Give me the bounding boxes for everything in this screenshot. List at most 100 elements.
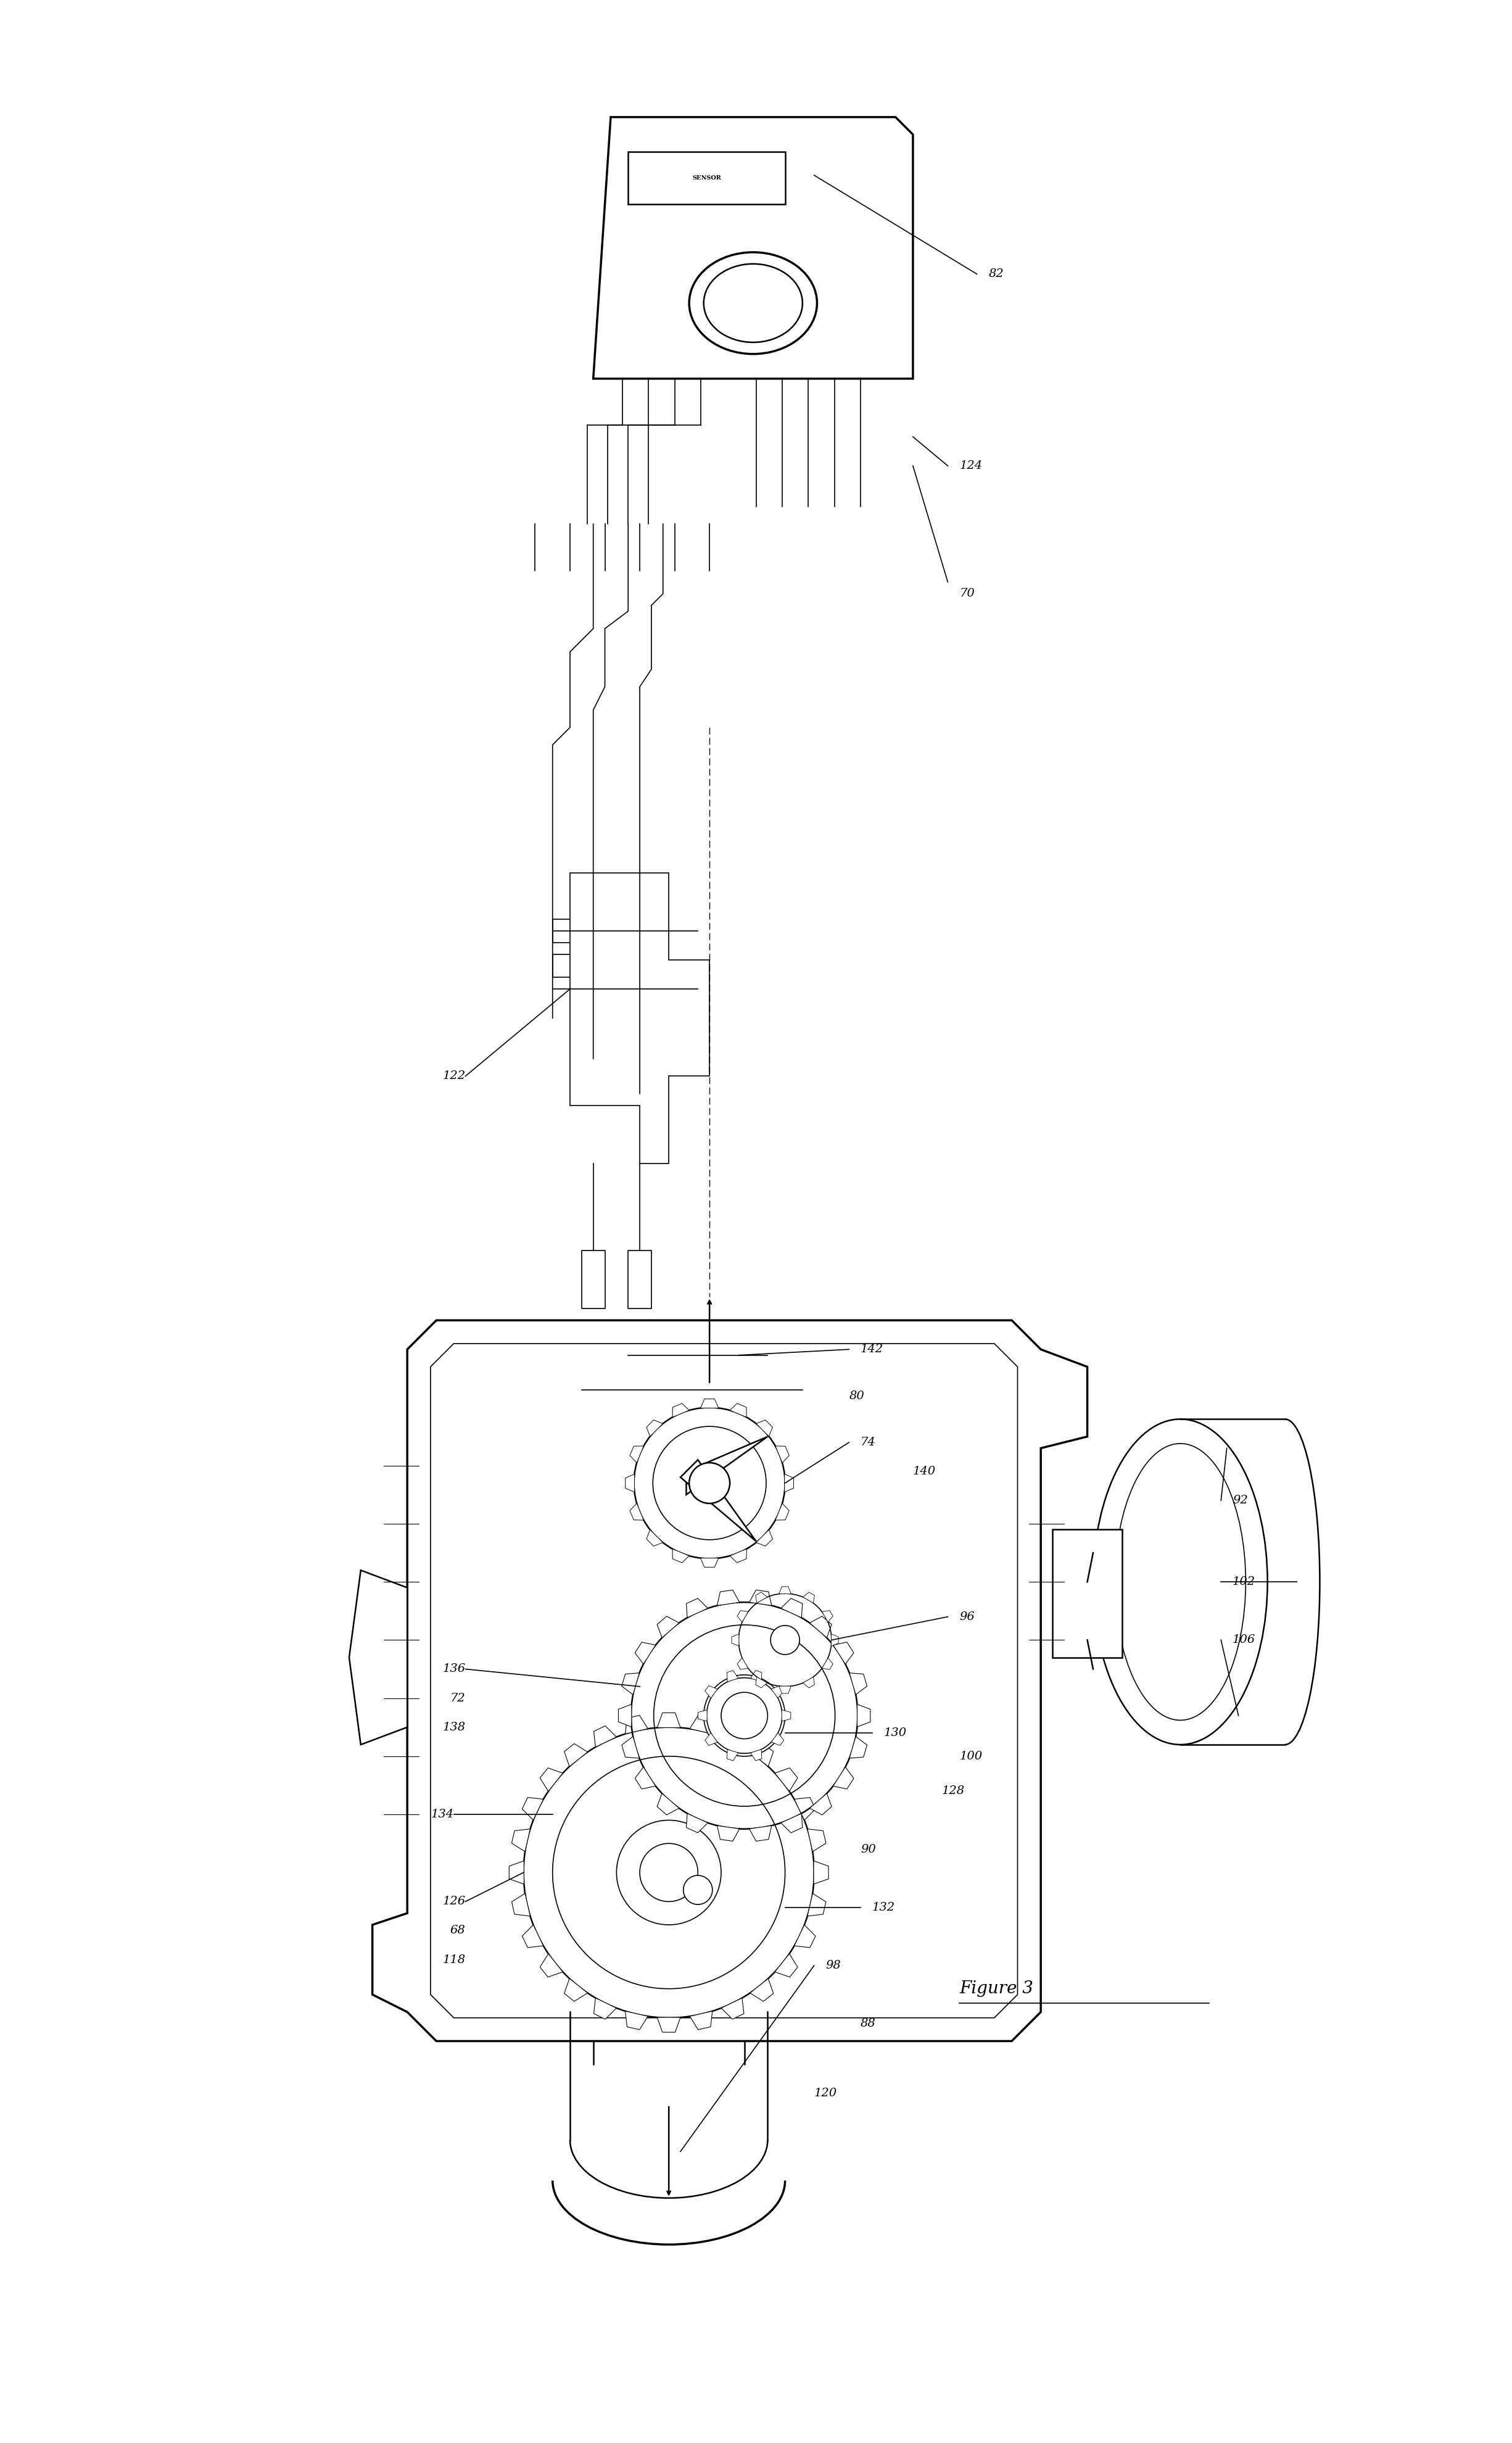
Polygon shape — [750, 1744, 774, 1766]
Polygon shape — [857, 1705, 871, 1727]
Polygon shape — [774, 1954, 798, 1976]
Text: 128: 128 — [942, 1786, 965, 1796]
Polygon shape — [750, 1979, 774, 2001]
Text: 120: 120 — [813, 2089, 838, 2099]
Text: 122: 122 — [443, 1070, 466, 1082]
Text: 126: 126 — [443, 1896, 466, 1908]
Bar — [1052, 1529, 1122, 1656]
Text: 130: 130 — [885, 1727, 907, 1739]
Text: 102: 102 — [1232, 1576, 1255, 1588]
Polygon shape — [522, 1925, 543, 1947]
Polygon shape — [776, 1446, 789, 1463]
Polygon shape — [635, 1766, 656, 1788]
Polygon shape — [618, 1705, 632, 1727]
Polygon shape — [631, 1446, 644, 1463]
Polygon shape — [823, 1610, 833, 1622]
Polygon shape — [705, 1732, 718, 1744]
Polygon shape — [809, 1617, 832, 1637]
Polygon shape — [570, 872, 709, 1163]
Circle shape — [721, 1693, 768, 1739]
Polygon shape — [779, 1586, 791, 1593]
Polygon shape — [850, 1673, 866, 1695]
Polygon shape — [658, 2018, 680, 2033]
Polygon shape — [750, 1590, 771, 1605]
Polygon shape — [738, 1610, 748, 1622]
Polygon shape — [785, 1473, 794, 1493]
Text: Figure 3: Figure 3 — [960, 1981, 1033, 1996]
Polygon shape — [721, 1998, 744, 2020]
Ellipse shape — [1093, 1419, 1267, 1744]
Circle shape — [703, 1676, 785, 1757]
Polygon shape — [686, 1813, 708, 1832]
Polygon shape — [647, 1419, 662, 1436]
Polygon shape — [776, 1502, 789, 1520]
Bar — [582, 977, 627, 1002]
Polygon shape — [689, 2011, 712, 2030]
Polygon shape — [756, 1529, 773, 1546]
Text: 132: 132 — [872, 1901, 895, 1913]
Polygon shape — [564, 1979, 588, 2001]
Polygon shape — [730, 1549, 747, 1564]
Polygon shape — [673, 1549, 689, 1564]
Text: 124: 124 — [960, 459, 983, 471]
Polygon shape — [774, 1769, 798, 1791]
Polygon shape — [813, 1862, 829, 1884]
Polygon shape — [727, 1671, 738, 1681]
Text: 88: 88 — [860, 2018, 875, 2030]
Polygon shape — [727, 1749, 738, 1761]
Polygon shape — [779, 1686, 791, 1693]
Polygon shape — [780, 1813, 803, 1832]
Polygon shape — [593, 117, 913, 379]
Polygon shape — [647, 1529, 662, 1546]
Polygon shape — [780, 1598, 803, 1617]
Polygon shape — [658, 1793, 679, 1815]
Polygon shape — [540, 1769, 562, 1791]
Text: 142: 142 — [860, 1344, 883, 1356]
Polygon shape — [700, 1559, 718, 1568]
Polygon shape — [511, 1830, 531, 1852]
Polygon shape — [699, 1710, 708, 1722]
Polygon shape — [809, 1793, 832, 1815]
Circle shape — [771, 1625, 800, 1654]
Polygon shape — [372, 1319, 1087, 2040]
Polygon shape — [686, 1436, 768, 1495]
Polygon shape — [689, 1715, 712, 1735]
Polygon shape — [750, 1749, 762, 1761]
Polygon shape — [803, 1676, 815, 1688]
Text: 136: 136 — [443, 1664, 466, 1673]
Text: 138: 138 — [443, 1722, 466, 1732]
Polygon shape — [756, 1676, 767, 1688]
Polygon shape — [510, 1862, 525, 1884]
Polygon shape — [705, 1686, 718, 1698]
Polygon shape — [832, 1634, 839, 1647]
Polygon shape — [594, 1725, 617, 1747]
Bar — [627, 151, 785, 205]
Polygon shape — [756, 1419, 773, 1436]
Text: 96: 96 — [960, 1612, 975, 1622]
Polygon shape — [803, 1593, 815, 1603]
Bar — [552, 955, 599, 977]
Polygon shape — [686, 1598, 708, 1617]
Polygon shape — [349, 1571, 407, 1744]
Polygon shape — [750, 1671, 762, 1681]
Text: 134: 134 — [431, 1808, 454, 1820]
Polygon shape — [511, 1893, 531, 1915]
Text: SENSOR: SENSOR — [692, 176, 721, 181]
Polygon shape — [807, 1893, 826, 1915]
Polygon shape — [833, 1642, 854, 1664]
Polygon shape — [721, 1725, 744, 1747]
Polygon shape — [631, 1502, 644, 1520]
Text: 106: 106 — [1232, 1634, 1255, 1647]
Text: 98: 98 — [826, 1959, 841, 1972]
Text: 74: 74 — [860, 1436, 875, 1449]
Polygon shape — [794, 1798, 815, 1820]
Polygon shape — [738, 1659, 748, 1669]
Polygon shape — [823, 1659, 833, 1669]
Polygon shape — [807, 1830, 826, 1852]
Polygon shape — [833, 1766, 854, 1788]
Polygon shape — [621, 1737, 640, 1759]
Polygon shape — [673, 1402, 689, 1417]
Polygon shape — [782, 1710, 791, 1722]
Polygon shape — [717, 1825, 739, 1842]
Polygon shape — [732, 1634, 739, 1647]
